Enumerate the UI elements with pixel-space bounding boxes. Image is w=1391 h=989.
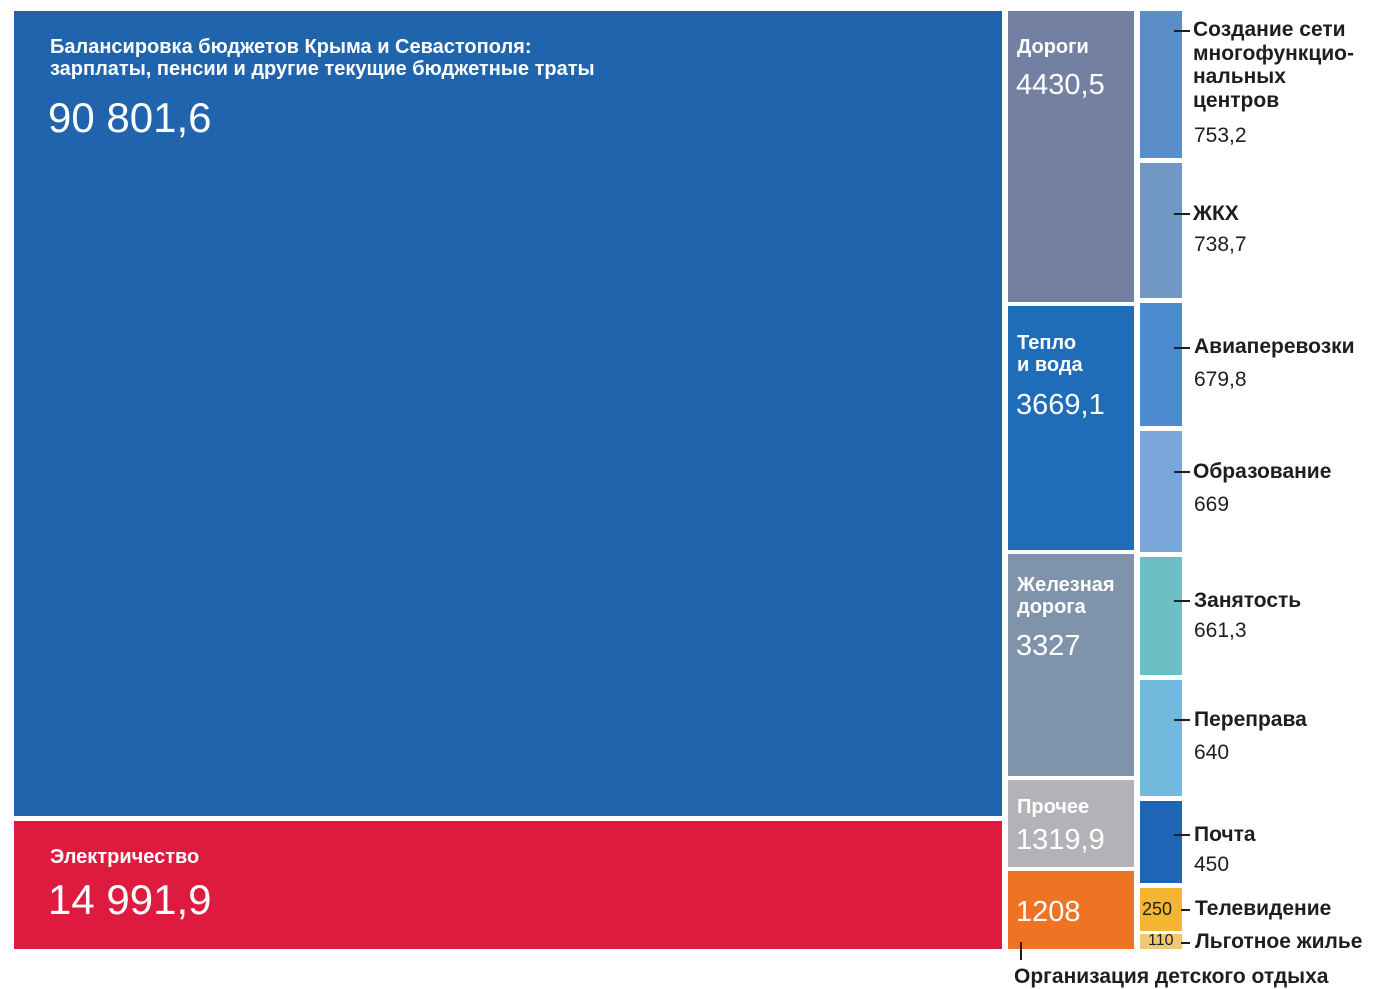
employment-label: Занятость: [1194, 589, 1302, 612]
mfc-value: 753,2: [1194, 124, 1247, 147]
housing-utilities-value: 738,7: [1194, 233, 1247, 256]
air-transport-leader: [1174, 347, 1190, 349]
tile-mfc: [1140, 11, 1182, 158]
employment-leader: [1174, 600, 1190, 602]
education-value: 669: [1194, 493, 1230, 516]
tile-post: [1140, 801, 1182, 883]
post-leader: [1174, 834, 1190, 836]
tile-roads: Дороги 4430,5: [1008, 11, 1134, 302]
television-label: Телевидение: [1195, 897, 1332, 920]
tile-other-label: Прочее: [1017, 796, 1090, 818]
tile-budget-balancing-value: 90 801,6: [48, 94, 212, 141]
housing-utilities-label: ЖКХ: [1193, 202, 1239, 225]
mfc-label: Создание сети многофункцио- нальных цент…: [1193, 18, 1354, 112]
ferry-value: 640: [1194, 741, 1230, 764]
tile-childrens-recreation-value: 1208: [1016, 896, 1081, 928]
education-label: Образование: [1193, 460, 1332, 483]
ferry-leader: [1174, 719, 1190, 721]
tile-childrens-recreation: 1208: [1008, 871, 1134, 949]
ferry-label: Переправа: [1194, 708, 1307, 731]
tile-railway-label: Железная дорога: [1017, 574, 1115, 618]
television-leader: [1181, 909, 1190, 911]
education-leader: [1174, 471, 1190, 473]
tile-electricity-value: 14 991,9: [48, 876, 212, 923]
tile-other: Прочее 1319,9: [1008, 780, 1134, 867]
tile-budget-balancing-label: Балансировка бюджетов Крыма и Севастопол…: [50, 36, 595, 80]
preferential-housing-value: 110: [1148, 932, 1174, 949]
television-value: 250: [1142, 899, 1173, 919]
tile-air-transport: [1140, 303, 1182, 426]
preferential-housing-label: Льготное жилье: [1195, 930, 1363, 953]
post-value: 450: [1194, 853, 1230, 876]
tile-employment: [1140, 557, 1182, 675]
tile-heat-water-label: Тепло и вода: [1017, 332, 1083, 376]
tile-heat-water: Тепло и вода 3669,1: [1008, 306, 1134, 550]
employment-value: 661,3: [1194, 619, 1247, 642]
tile-education: [1140, 431, 1182, 552]
air-transport-value: 679,8: [1194, 368, 1247, 391]
post-label: Почта: [1194, 823, 1256, 846]
tile-railway: Железная дорога 3327: [1008, 554, 1134, 776]
tile-housing-utilities: [1140, 163, 1182, 298]
tile-electricity-label: Электричество: [50, 846, 200, 868]
tile-television: [1140, 888, 1182, 931]
tile-budget-balancing: Балансировка бюджетов Крыма и Севастопол…: [14, 11, 1002, 816]
tile-electricity: Электричество 14 991,9: [14, 821, 1002, 949]
tile-roads-value: 4430,5: [1016, 69, 1105, 101]
tile-other-value: 1319,9: [1016, 824, 1105, 856]
tile-railway-value: 3327: [1016, 630, 1081, 662]
mfc-leader: [1174, 30, 1190, 32]
housing-utilities-leader: [1174, 213, 1190, 215]
preferential-housing-leader: [1181, 942, 1190, 944]
childrens-recreation-leader: [1020, 942, 1022, 960]
tile-heat-water-value: 3669,1: [1016, 389, 1105, 421]
tile-roads-label: Дороги: [1017, 36, 1089, 58]
tile-ferry: [1140, 680, 1182, 796]
tile-preferential-housing: [1140, 934, 1182, 949]
childrens-recreation-label: Организация детского отдыха: [1014, 965, 1329, 988]
air-transport-label: Авиаперевозки: [1194, 335, 1355, 358]
